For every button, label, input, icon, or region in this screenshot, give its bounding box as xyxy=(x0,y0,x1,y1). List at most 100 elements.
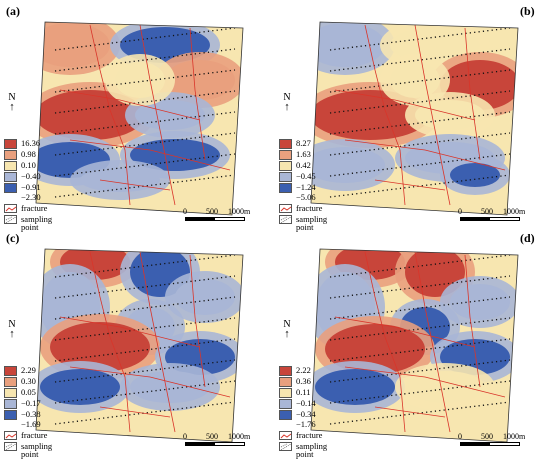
legend-value: 2.22 xyxy=(296,365,311,375)
legend-row: 1.63 xyxy=(279,149,327,160)
legend-swatch xyxy=(279,387,292,398)
panel-c: (c) N ↑ 2.29 0.30 0.05 −0.17 −0.38 −1.69… xyxy=(0,227,275,458)
legend-row: 0.05 xyxy=(4,387,52,398)
scale-tick-1000: 1000m xyxy=(228,432,251,441)
scale-bar: 0 500 1000m xyxy=(183,207,255,221)
legend-row: 2.22 xyxy=(279,365,327,376)
north-arrow-icon: ↑ xyxy=(284,328,290,340)
legend-value: −1.69 xyxy=(21,418,41,429)
legend-swatch xyxy=(279,138,292,149)
legend-sampling: sampling point xyxy=(279,215,327,231)
legend-sampling: sampling point xyxy=(4,442,52,458)
legend-swatch xyxy=(4,365,17,376)
legend-swatch xyxy=(279,409,292,420)
legend-fracture: fracture xyxy=(279,430,327,440)
sampling-swatch-icon xyxy=(279,442,292,451)
legend-row: −0.17 xyxy=(4,398,52,409)
legend-value: −2.30 xyxy=(21,191,41,202)
legend-row: −1.69 xyxy=(4,418,52,429)
legend-row: 0.36 xyxy=(279,376,327,387)
legend-fracture: fracture xyxy=(4,430,52,440)
scale-tick-500: 500 xyxy=(206,432,218,441)
legend-value: −0.14 xyxy=(296,398,316,408)
scale-tick-0: 0 xyxy=(458,207,462,216)
scale-tick-500: 500 xyxy=(481,207,493,216)
legend-swatch xyxy=(4,160,17,171)
legend-row: 0.30 xyxy=(4,376,52,387)
fracture-label: fracture xyxy=(296,430,323,440)
legend-row: −5.06 xyxy=(279,191,327,202)
scale-tick-0: 0 xyxy=(458,432,462,441)
north-label: N xyxy=(283,319,291,330)
scale-bar-graphic xyxy=(185,442,245,446)
legend-value: −0.34 xyxy=(296,409,316,419)
legend-fracture: fracture xyxy=(279,203,327,213)
panel-a: (a) N ↑ 16.36 0.98 0.10 −0.40 −0.91 −2.3… xyxy=(0,0,275,231)
legend-row: −0.40 xyxy=(4,171,52,182)
legend-row: −0.38 xyxy=(4,409,52,420)
legend-row: −2.30 xyxy=(4,191,52,202)
legend-sampling: sampling point xyxy=(279,442,327,458)
scale-tick-0: 0 xyxy=(183,207,187,216)
north-label: N xyxy=(8,92,16,103)
legend-row: 16.36 xyxy=(4,138,52,149)
legend-swatch xyxy=(279,171,292,182)
sampling-label-line1: sampling xyxy=(21,441,53,451)
legend-value: 0.05 xyxy=(21,387,36,397)
legend-swatch xyxy=(4,398,17,409)
contour-map xyxy=(310,21,519,216)
legend-swatch xyxy=(4,171,17,182)
contour-map xyxy=(35,248,244,443)
scale-bar-graphic xyxy=(460,442,520,446)
sampling-label-line1: sampling xyxy=(21,214,53,224)
scale-tick-0: 0 xyxy=(183,432,187,441)
legend-value: −0.17 xyxy=(21,398,41,408)
legend-swatch xyxy=(4,376,17,387)
scale-bar: 0 500 1000m xyxy=(458,207,530,221)
legend-row: 0.98 xyxy=(4,149,52,160)
legend-row: 8.27 xyxy=(279,138,327,149)
fracture-label: fracture xyxy=(21,203,48,213)
sampling-label: sampling point xyxy=(21,214,53,232)
panel-d: (d) N ↑ 2.22 0.36 0.11 −0.14 −0.34 −1.76… xyxy=(275,227,550,458)
north-label: N xyxy=(8,319,16,330)
legend: 2.29 0.30 0.05 −0.17 −0.38 −1.69 fractur… xyxy=(4,365,52,458)
fracture-swatch-icon xyxy=(279,203,292,213)
legend-value: 2.29 xyxy=(21,365,36,375)
north-arrow: N ↑ xyxy=(6,92,18,113)
legend-value: 0.30 xyxy=(21,376,36,386)
legend-row: 2.29 xyxy=(4,365,52,376)
panel-b: (b) N ↑ 8.27 1.63 0.42 −0.45 −1.24 −5.06… xyxy=(275,0,550,231)
legend-swatch xyxy=(279,182,292,193)
legend-value: −0.45 xyxy=(296,171,316,181)
legend-value: 0.42 xyxy=(296,160,311,170)
sampling-label-line2: point xyxy=(296,449,314,459)
sampling-label-line2: point xyxy=(296,222,314,232)
legend-value: −5.06 xyxy=(296,191,316,202)
legend-value: −0.40 xyxy=(21,171,41,181)
legend-swatch xyxy=(4,387,17,398)
legend-row: −1.24 xyxy=(279,182,327,193)
legend-row: 0.42 xyxy=(279,160,327,171)
north-arrow: N ↑ xyxy=(281,92,293,113)
legend-value: 0.98 xyxy=(21,149,36,159)
legend-row: 0.11 xyxy=(279,387,327,398)
sampling-label: sampling point xyxy=(296,215,327,232)
panel-label: (a) xyxy=(6,4,20,18)
legend-value: 0.10 xyxy=(21,160,36,170)
scale-bar-graphic xyxy=(460,217,520,221)
legend-swatch xyxy=(4,409,17,420)
north-arrow-icon: ↑ xyxy=(9,328,15,340)
legend: 8.27 1.63 0.42 −0.45 −1.24 −5.06 fractur… xyxy=(279,138,327,231)
sampling-swatch-icon xyxy=(279,215,292,224)
legend-swatch xyxy=(4,138,17,149)
north-label: N xyxy=(283,92,291,103)
north-arrow: N ↑ xyxy=(6,319,18,340)
legend-row: −0.34 xyxy=(279,409,327,420)
panel-label: (b) xyxy=(520,4,535,18)
sampling-swatch-icon xyxy=(4,442,17,451)
legend-swatch xyxy=(279,398,292,409)
fracture-swatch-icon xyxy=(4,203,17,213)
fracture-swatch-icon xyxy=(279,430,292,440)
sampling-label-line2: point xyxy=(21,449,39,459)
